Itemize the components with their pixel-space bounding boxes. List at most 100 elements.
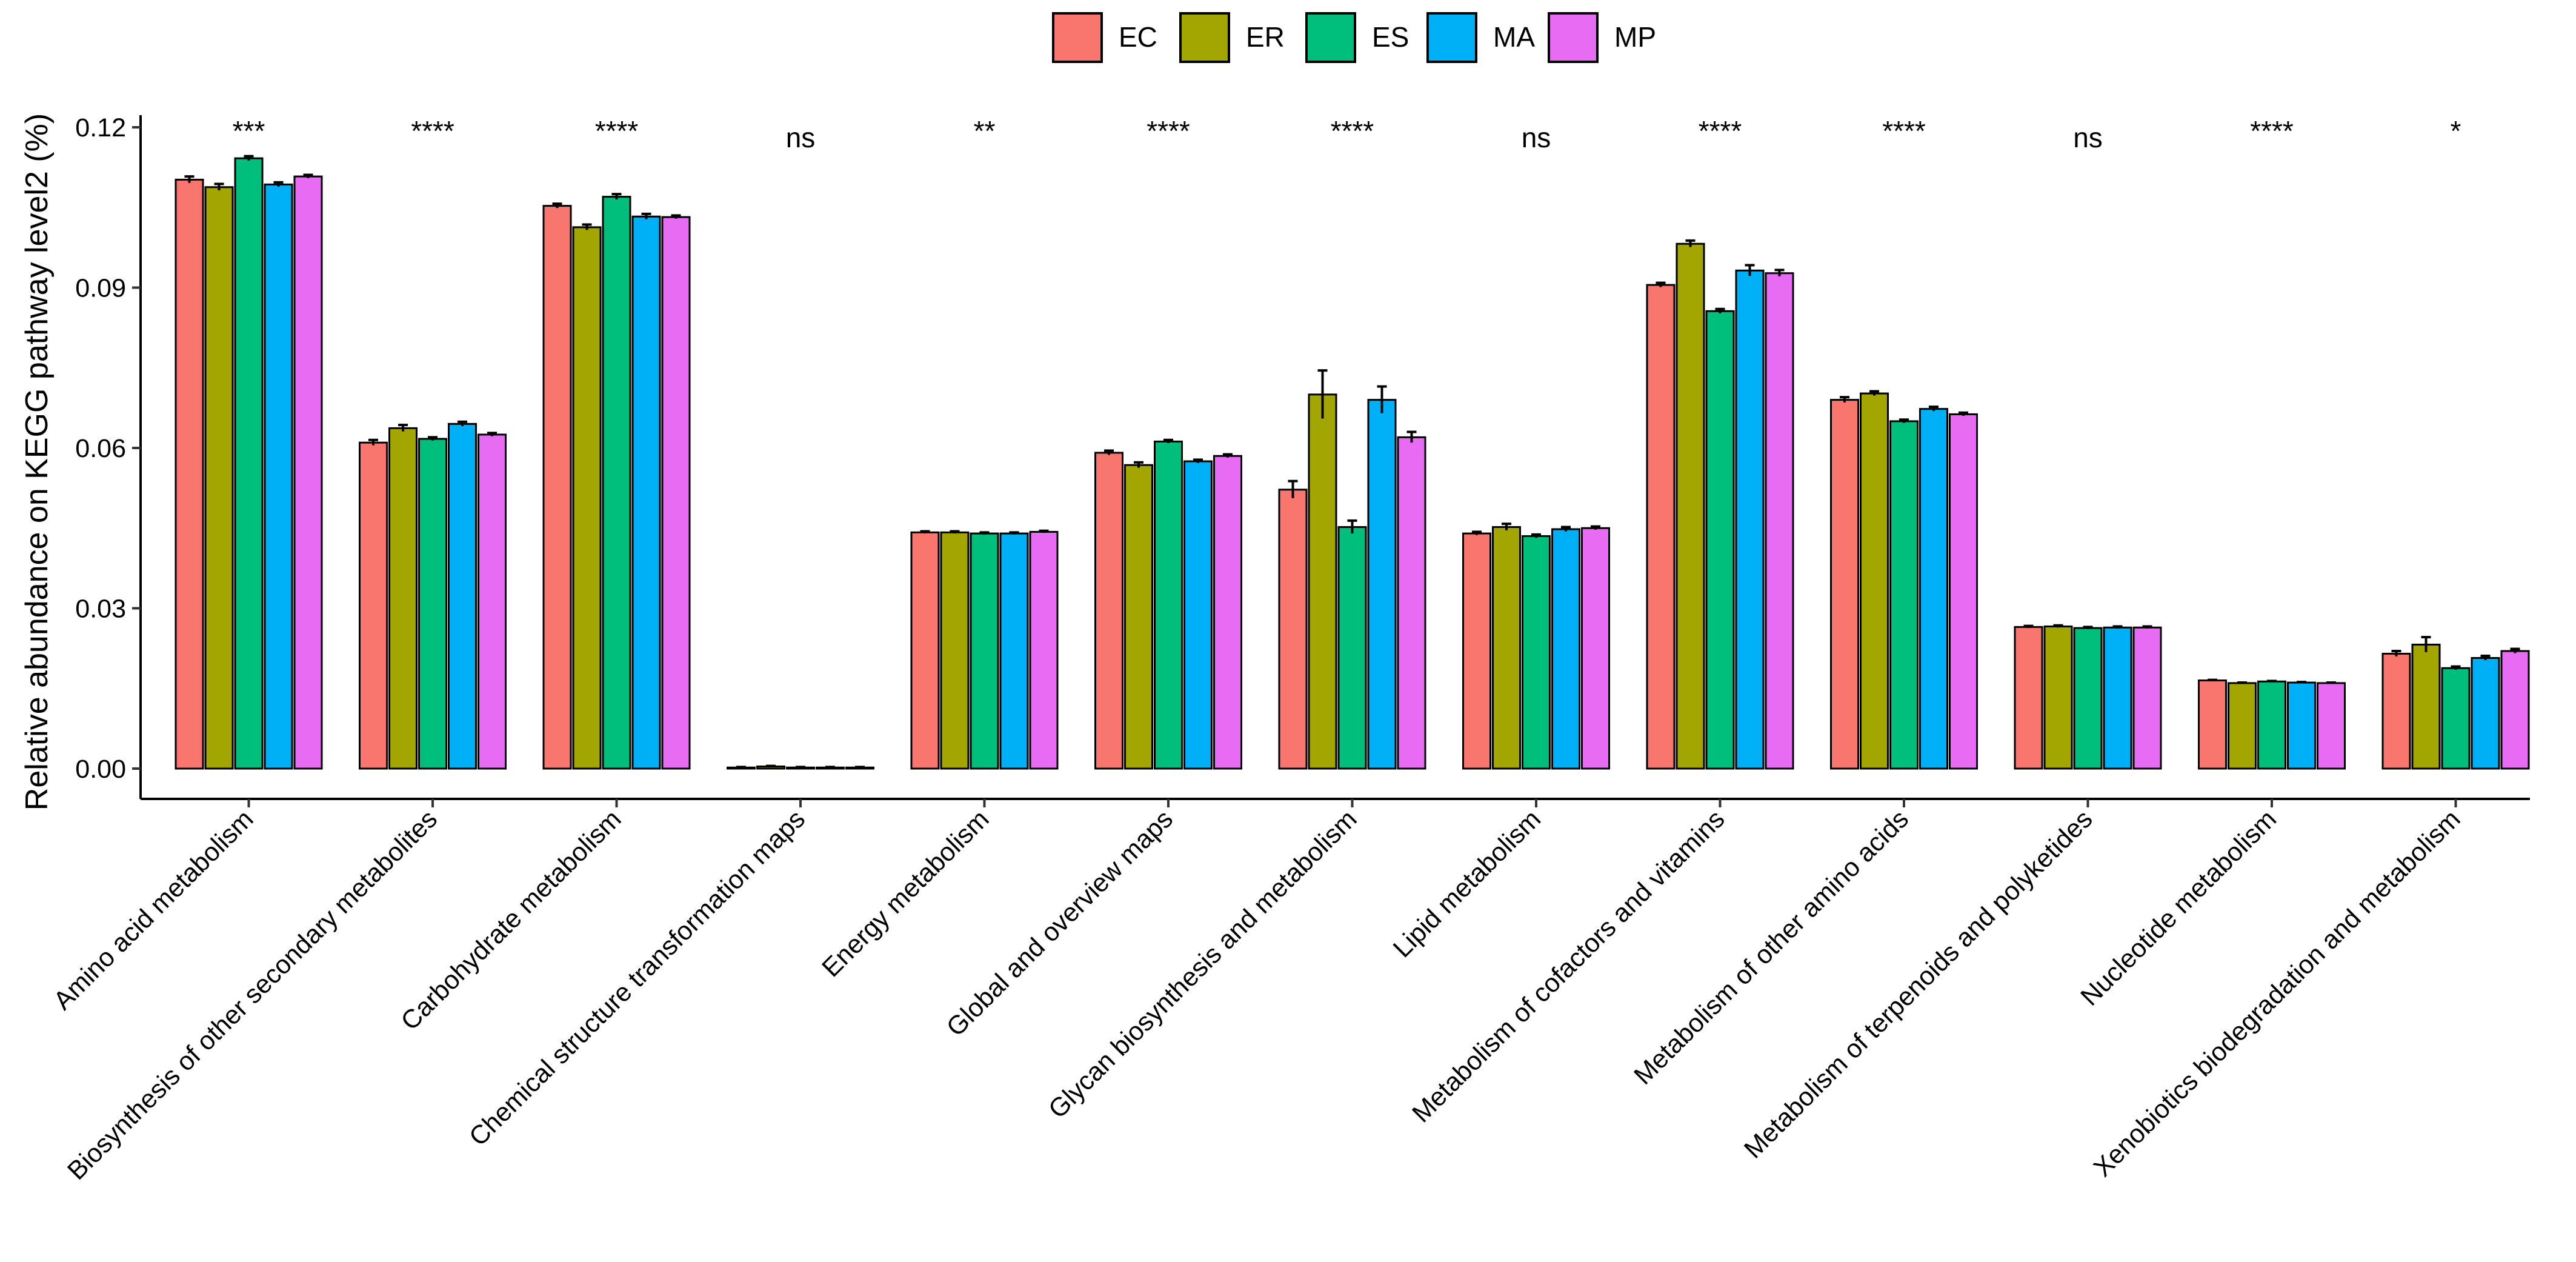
bar-mp	[293, 175, 323, 770]
bar-mp	[1397, 436, 1426, 770]
bar-er	[1492, 526, 1521, 770]
bar-er	[572, 226, 602, 770]
legend: EC ER ES MA MP	[1052, 12, 1656, 63]
bar-mp	[1029, 530, 1059, 770]
legend-label-es: ES	[1372, 21, 1409, 53]
bar-ec	[1094, 452, 1123, 770]
bar-es	[2257, 680, 2286, 770]
bar-ec	[175, 178, 204, 770]
bar-ec	[359, 441, 388, 770]
significance-label: ****	[595, 115, 639, 147]
category-label: Nucleotide metabolism	[2075, 804, 2283, 1012]
bar-es	[1705, 310, 1735, 770]
y-tick-label: 0.00	[75, 755, 126, 784]
significance-label: *	[2451, 115, 2461, 147]
bar-mp	[478, 433, 507, 770]
y-tick-label: 0.03	[75, 595, 126, 624]
bar-es	[2073, 627, 2103, 770]
bar-ma	[1551, 528, 1580, 770]
legend-label-ec: EC	[1119, 21, 1157, 53]
bar-mp	[2132, 626, 2162, 770]
significance-label: **	[974, 115, 996, 147]
bar-er	[1124, 464, 1153, 770]
bar-es	[2441, 667, 2471, 770]
bar-es	[970, 532, 999, 770]
significance-label: ****	[1699, 115, 1742, 147]
category-label: Metabolism of terpenoids and polyketides	[1739, 804, 2098, 1164]
bar-mp	[2500, 650, 2530, 770]
bar-ma	[264, 183, 293, 770]
bar-es	[234, 157, 264, 770]
significance-label: ns	[1522, 122, 1551, 153]
bar-er	[388, 427, 418, 770]
legend-label-ma: MA	[1493, 21, 1535, 53]
bar-ma	[2287, 681, 2316, 770]
category-label: Metabolism of cofactors and vitamins	[1406, 804, 1730, 1128]
category-label: Chemical structure transformation maps	[464, 804, 811, 1152]
bar-ma	[999, 532, 1029, 770]
bar-es	[418, 438, 447, 770]
bar-ma	[1735, 269, 1765, 770]
significance-label: ***	[233, 115, 265, 147]
legend-swatch-er	[1179, 12, 1230, 63]
bar-ec	[1278, 489, 1308, 770]
bar-ec	[2198, 679, 2227, 770]
significance-label: ****	[2250, 115, 2294, 147]
legend-swatch-es	[1305, 12, 1356, 63]
plot-area: 0.000.030.060.090.12 ***Amino acid metabo…	[48, 113, 2530, 1186]
bar-er	[1860, 392, 1889, 770]
bar-ec	[1462, 532, 1491, 770]
bar-ec	[1646, 284, 1676, 770]
bar-mp	[1213, 455, 1242, 770]
bar-ma	[1919, 408, 1948, 770]
bar-er	[2411, 643, 2441, 770]
bar-ma	[2103, 626, 2132, 770]
category-label: Glycan biosynthesis and metabolism	[1043, 804, 1362, 1124]
bar-ec	[542, 205, 572, 770]
y-tick-label: 0.12	[75, 113, 126, 142]
bar-ec	[2381, 652, 2411, 770]
bar-er	[2228, 682, 2257, 770]
legend-label-er: ER	[1246, 21, 1285, 53]
category-label: Xenobiotics biodegradation and metabolis…	[2088, 804, 2466, 1183]
significance-label: ****	[411, 115, 454, 147]
legend-swatch-mp	[1548, 12, 1599, 63]
bar-ma	[1183, 460, 1213, 770]
category-label: Energy metabolism	[816, 804, 994, 983]
category-label: Carbohydrate metabolism	[395, 804, 627, 1036]
bar-mp	[2317, 682, 2346, 770]
bar-er	[940, 531, 970, 770]
bar-ma	[631, 215, 661, 770]
category-label: Amino acid metabolism	[48, 804, 259, 1015]
bar-mp	[1949, 413, 1978, 770]
bar-er	[204, 186, 234, 770]
bar-er	[2043, 625, 2073, 770]
bar-es	[1889, 420, 1919, 770]
bar-er	[1308, 393, 1337, 770]
bar-es	[602, 196, 631, 770]
bar-ma	[448, 422, 477, 770]
bar-ec	[2014, 626, 2043, 770]
significance-label: ****	[1882, 115, 1926, 147]
y-axis-title: Relative abundance on KEGG pathway level…	[19, 113, 55, 810]
bar-ec	[910, 531, 940, 770]
bar-mp	[1581, 527, 1610, 770]
legend-swatch-ec	[1052, 12, 1103, 63]
significance-label: ns	[2073, 122, 2103, 153]
bar-ma	[2471, 656, 2500, 770]
y-tick-label: 0.09	[75, 274, 126, 303]
category-label: Lipid metabolism	[1388, 804, 1546, 963]
bar-mp	[1765, 272, 1794, 770]
bar-ma	[1367, 399, 1397, 770]
bar-mp	[661, 216, 691, 770]
y-tick-label: 0.06	[75, 434, 126, 463]
bar-es	[1522, 535, 1551, 770]
legend-swatch-ma	[1426, 12, 1477, 63]
significance-label: ****	[1147, 115, 1190, 147]
legend-label-mp: MP	[1614, 21, 1656, 53]
bar-es	[1154, 440, 1183, 770]
significance-label: ns	[786, 122, 816, 153]
bar-er	[1676, 242, 1705, 770]
bar-es	[1337, 526, 1367, 770]
